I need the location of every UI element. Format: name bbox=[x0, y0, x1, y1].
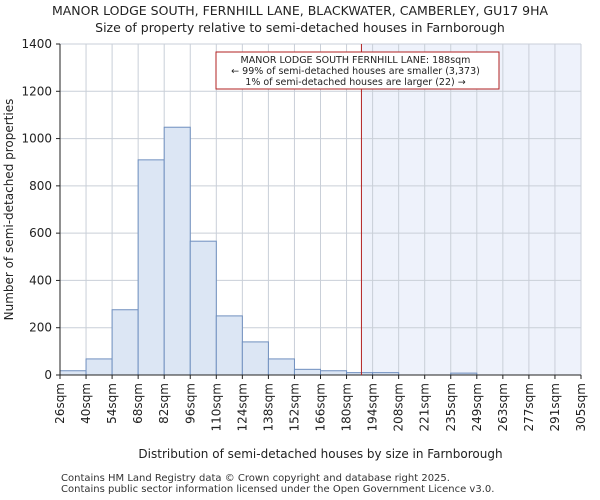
bar bbox=[137, 159, 165, 376]
chart-title-block: MANOR LODGE SOUTH, FERNHILL LANE, BLACKW… bbox=[0, 2, 600, 36]
bar bbox=[267, 358, 295, 376]
annotation-text: ← 99% of semi-detached houses are smalle… bbox=[231, 66, 480, 77]
x-tick-label: 26sqm bbox=[53, 383, 67, 424]
bar bbox=[111, 309, 139, 376]
x-tick-label: 263sqm bbox=[496, 383, 510, 431]
x-tick-label: 40sqm bbox=[79, 383, 93, 424]
bar bbox=[85, 358, 113, 376]
x-tick-label: 166sqm bbox=[314, 383, 328, 431]
chart-subtitle: Size of property relative to semi-detach… bbox=[95, 20, 505, 35]
bar bbox=[163, 126, 191, 376]
y-tick-label: 0 bbox=[44, 368, 52, 382]
bar bbox=[241, 341, 269, 376]
x-tick-label: 277sqm bbox=[522, 383, 536, 431]
x-tick-label: 194sqm bbox=[366, 383, 380, 431]
footer: Contains HM Land Registry data © Crown c… bbox=[61, 473, 494, 495]
footer-line-2: Contains public sector information licen… bbox=[61, 484, 495, 495]
bar bbox=[59, 370, 87, 376]
y-tick-label: 600 bbox=[29, 226, 52, 240]
bar bbox=[320, 370, 348, 376]
x-tick-label: 305sqm bbox=[574, 383, 588, 431]
y-tick-label: 1000 bbox=[21, 132, 52, 146]
y-tick-label: 1200 bbox=[21, 84, 52, 98]
chart-title: MANOR LODGE SOUTH, FERNHILL LANE, BLACKW… bbox=[51, 3, 549, 18]
x-tick-label: 180sqm bbox=[340, 383, 354, 431]
x-tick-label: 110sqm bbox=[209, 383, 223, 431]
y-tick-label: 1400 bbox=[21, 37, 52, 51]
highlight-region bbox=[361, 44, 581, 375]
y-tick-label: 200 bbox=[29, 321, 52, 335]
x-tick-label: 291sqm bbox=[548, 383, 562, 431]
x-tick-label: 82sqm bbox=[157, 383, 171, 424]
x-tick-label: 249sqm bbox=[470, 383, 484, 431]
bar bbox=[189, 240, 217, 376]
annotation-text: MANOR LODGE SOUTH FERNHILL LANE: 188sqm bbox=[241, 55, 471, 66]
annotation-box bbox=[215, 51, 500, 90]
x-tick-label: 235sqm bbox=[444, 383, 458, 431]
x-tick-label: 138sqm bbox=[261, 383, 275, 431]
y-tick-label: 400 bbox=[29, 273, 52, 287]
y-tick-label: 800 bbox=[29, 179, 52, 193]
x-tick-label: 124sqm bbox=[235, 383, 249, 431]
footer-line-1: Contains HM Land Registry data © Crown c… bbox=[61, 473, 450, 484]
x-tick-label: 208sqm bbox=[392, 383, 406, 431]
bar bbox=[215, 315, 243, 376]
bar-chart: 0 200 400 600 800 1000 1200 1400 26sqm 40sqm 54sqm… bbox=[2, 37, 588, 461]
x-axis-label: Distribution of semi-detached houses by … bbox=[138, 447, 502, 461]
bar bbox=[293, 368, 322, 376]
x-tick-label: 54sqm bbox=[105, 383, 119, 424]
x-tick-label: 68sqm bbox=[131, 383, 145, 424]
x-tick-label: 152sqm bbox=[287, 383, 301, 431]
x-tick-label: 221sqm bbox=[418, 383, 432, 431]
y-axis-label: Number of semi-detached properties bbox=[2, 99, 16, 321]
annotation-text: 1% of semi-detached houses are larger (2… bbox=[245, 77, 465, 88]
x-tick-label: 96sqm bbox=[183, 383, 197, 424]
